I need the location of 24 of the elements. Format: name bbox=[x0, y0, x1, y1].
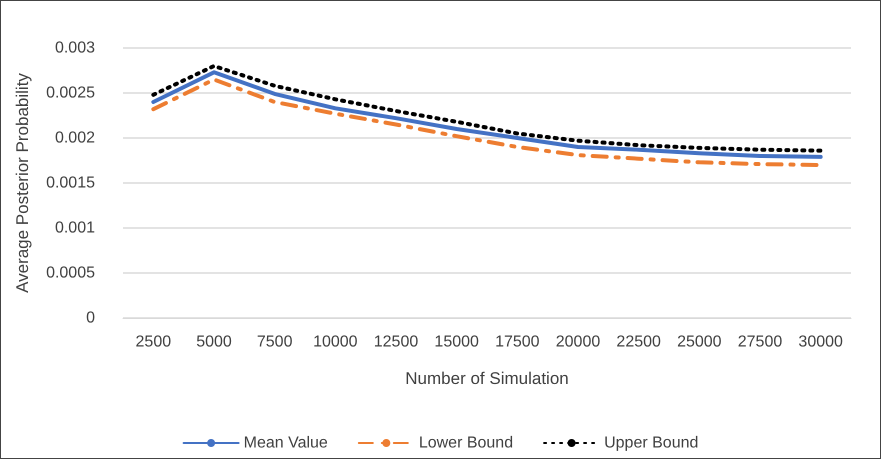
y-tick-label: 0.003 bbox=[54, 40, 96, 56]
x-tick-label: 20000 bbox=[556, 334, 600, 350]
x-tick-label: 17500 bbox=[495, 334, 540, 350]
x-tick-label: 10000 bbox=[313, 334, 358, 350]
x-tick-label: 5000 bbox=[196, 334, 232, 350]
y-tick-label: 0.002 bbox=[54, 130, 96, 146]
x-axis-title: Number of Simulation bbox=[405, 369, 569, 388]
y-tick-label: 0.0025 bbox=[46, 84, 96, 102]
x-tick-label: 15000 bbox=[434, 334, 480, 350]
x-tick-label: 22500 bbox=[616, 334, 662, 350]
y-tick-label: 0.0005 bbox=[46, 264, 96, 282]
y-tick-label: 0 bbox=[86, 310, 96, 326]
legend-label: Mean Value bbox=[244, 434, 328, 452]
x-tick-label: 7500 bbox=[256, 334, 293, 350]
x-tick-label: 25000 bbox=[677, 334, 722, 350]
y-axis-title: Average Posterior Probability bbox=[13, 72, 32, 293]
x-tick-label: 12500 bbox=[374, 334, 418, 350]
x-tick-label: 2500 bbox=[136, 334, 172, 350]
legend-label: Upper Bound bbox=[604, 434, 698, 452]
x-tick-label: 27500 bbox=[738, 334, 782, 350]
y-tick-label: 0.0015 bbox=[46, 174, 96, 192]
legend-label: Lower Bound bbox=[418, 434, 514, 452]
x-tick-label: 30000 bbox=[798, 334, 844, 350]
y-tick-label: 0.001 bbox=[54, 220, 96, 236]
